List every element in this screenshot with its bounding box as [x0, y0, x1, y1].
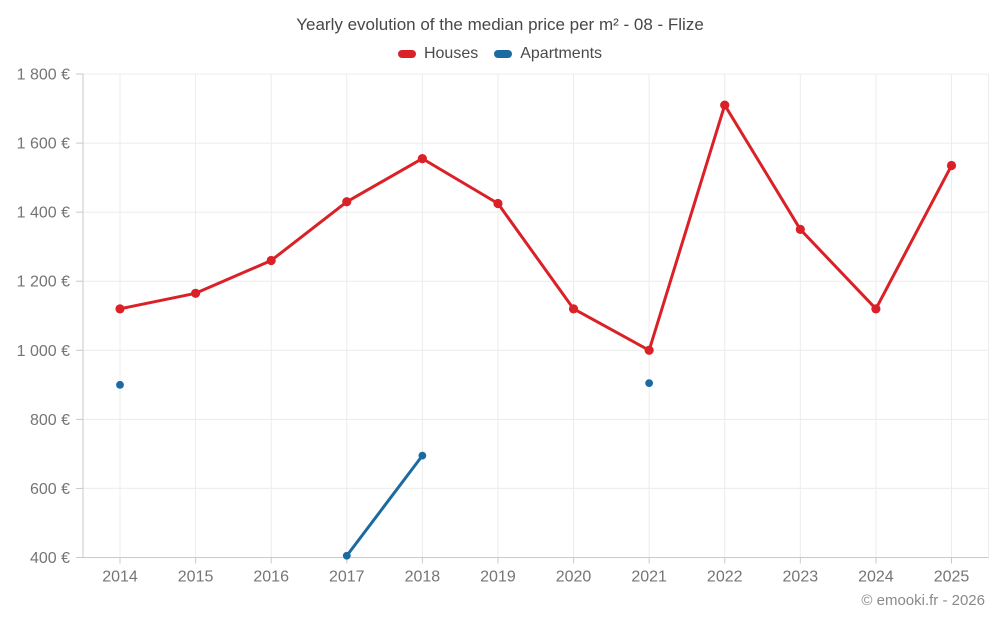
svg-text:2022: 2022: [707, 569, 743, 586]
svg-text:1 800 €: 1 800 €: [17, 67, 70, 84]
svg-text:2016: 2016: [253, 569, 289, 586]
copyright-watermark: © emooki.fr - 2026: [861, 592, 985, 609]
legend-label-houses: Houses: [423, 45, 479, 62]
svg-text:2024: 2024: [858, 569, 894, 586]
svg-text:1 000 €: 1 000 €: [17, 343, 70, 360]
svg-text:2020: 2020: [556, 569, 592, 586]
svg-text:2023: 2023: [783, 569, 819, 586]
svg-text:2017: 2017: [329, 569, 365, 586]
svg-text:1 400 €: 1 400 €: [17, 205, 70, 222]
svg-text:1 600 €: 1 600 €: [17, 136, 70, 153]
svg-text:2019: 2019: [480, 569, 516, 586]
legend-item-houses[interactable]: Houses: [397, 45, 479, 63]
svg-text:2015: 2015: [178, 569, 214, 586]
svg-text:2025: 2025: [934, 569, 970, 586]
svg-text:600 €: 600 €: [30, 481, 70, 498]
svg-text:2014: 2014: [102, 569, 138, 586]
svg-text:1 200 €: 1 200 €: [17, 274, 70, 291]
legend-item-apartments[interactable]: Apartments: [494, 45, 602, 63]
chart-legend: Houses Apartments: [0, 44, 1000, 64]
svg-text:2021: 2021: [631, 569, 667, 586]
svg-text:2018: 2018: [405, 569, 441, 586]
legend-label-apartments: Apartments: [520, 45, 603, 62]
svg-text:800 €: 800 €: [30, 412, 70, 429]
svg-text:400 €: 400 €: [30, 550, 70, 567]
apartments-series-swatch-icon: [494, 50, 513, 58]
chart-title: Yearly evolution of the median price per…: [296, 15, 704, 34]
houses-series-swatch-icon: [397, 50, 416, 58]
